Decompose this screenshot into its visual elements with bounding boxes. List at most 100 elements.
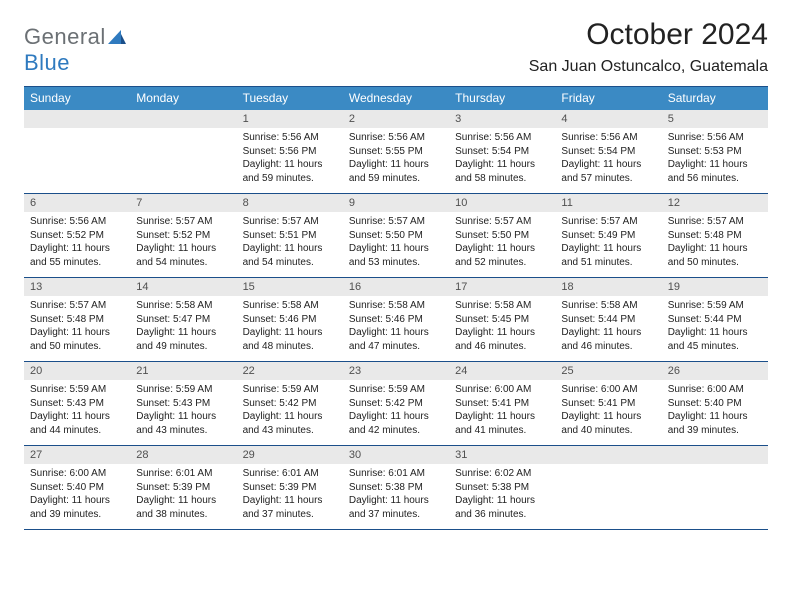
sunrise-text: Sunrise: 5:58 AM: [455, 299, 549, 313]
day-body: Sunrise: 5:56 AMSunset: 5:56 PMDaylight:…: [237, 128, 343, 193]
day-number: [130, 110, 236, 116]
day-number-cell: 19: [662, 278, 768, 296]
logo-text-stack: General Blue: [24, 24, 126, 76]
daylight-text: Daylight: 11 hours and 57 minutes.: [561, 158, 655, 185]
day-number: 14: [130, 278, 236, 296]
daylight-text: Daylight: 11 hours and 43 minutes.: [243, 410, 337, 437]
daylight-text: Daylight: 11 hours and 53 minutes.: [349, 242, 443, 269]
sunset-text: Sunset: 5:43 PM: [30, 397, 124, 411]
day-body: [555, 464, 661, 529]
day-body: Sunrise: 5:57 AMSunset: 5:51 PMDaylight:…: [237, 212, 343, 277]
day-number-cell: 31: [449, 446, 555, 464]
day-number-cell: 4: [555, 110, 661, 128]
day-number-cell: 14: [130, 278, 236, 296]
sunset-text: Sunset: 5:43 PM: [136, 397, 230, 411]
day-number: 18: [555, 278, 661, 296]
sunset-text: Sunset: 5:51 PM: [243, 229, 337, 243]
sunrise-text: Sunrise: 5:56 AM: [561, 131, 655, 145]
day-number-cell: 8: [237, 194, 343, 212]
daylight-text: Daylight: 11 hours and 58 minutes.: [455, 158, 549, 185]
day-body: Sunrise: 5:58 AMSunset: 5:44 PMDaylight:…: [555, 296, 661, 361]
day-number: 19: [662, 278, 768, 296]
calendar: Sunday Monday Tuesday Wednesday Thursday…: [24, 86, 768, 530]
sunrise-text: Sunrise: 5:57 AM: [349, 215, 443, 229]
sunset-text: Sunset: 5:42 PM: [349, 397, 443, 411]
day-body: Sunrise: 5:57 AMSunset: 5:50 PMDaylight:…: [343, 212, 449, 277]
week-row: 13141516171819Sunrise: 5:57 AMSunset: 5:…: [24, 278, 768, 362]
day-number: 5: [662, 110, 768, 128]
sunrise-text: Sunrise: 5:56 AM: [668, 131, 762, 145]
sunset-text: Sunset: 5:46 PM: [349, 313, 443, 327]
title-block: October 2024 San Juan Ostuncalco, Guatem…: [529, 18, 768, 76]
day-number: 27: [24, 446, 130, 464]
day-body: Sunrise: 5:56 AMSunset: 5:55 PMDaylight:…: [343, 128, 449, 193]
day-body: Sunrise: 5:59 AMSunset: 5:42 PMDaylight:…: [343, 380, 449, 445]
sunset-text: Sunset: 5:44 PM: [561, 313, 655, 327]
daylight-text: Daylight: 11 hours and 48 minutes.: [243, 326, 337, 353]
sunset-text: Sunset: 5:50 PM: [455, 229, 549, 243]
day-number: 25: [555, 362, 661, 380]
day-body: Sunrise: 5:57 AMSunset: 5:50 PMDaylight:…: [449, 212, 555, 277]
sunset-text: Sunset: 5:49 PM: [561, 229, 655, 243]
day-body: Sunrise: 6:02 AMSunset: 5:38 PMDaylight:…: [449, 464, 555, 529]
day-body: Sunrise: 5:58 AMSunset: 5:45 PMDaylight:…: [449, 296, 555, 361]
sunset-text: Sunset: 5:52 PM: [136, 229, 230, 243]
day-body: Sunrise: 5:56 AMSunset: 5:53 PMDaylight:…: [662, 128, 768, 193]
logo-text-blue: Blue: [24, 50, 70, 75]
daylight-text: Daylight: 11 hours and 49 minutes.: [136, 326, 230, 353]
daylight-text: Daylight: 11 hours and 56 minutes.: [668, 158, 762, 185]
sunset-text: Sunset: 5:41 PM: [561, 397, 655, 411]
day-number: 26: [662, 362, 768, 380]
day-number: 24: [449, 362, 555, 380]
day-number-cell: 12: [662, 194, 768, 212]
day-number-cell: 24: [449, 362, 555, 380]
day-body: Sunrise: 5:59 AMSunset: 5:44 PMDaylight:…: [662, 296, 768, 361]
day-number: 13: [24, 278, 130, 296]
daylight-text: Daylight: 11 hours and 59 minutes.: [349, 158, 443, 185]
week-row: 2728293031Sunrise: 6:00 AMSunset: 5:40 P…: [24, 446, 768, 530]
sunset-text: Sunset: 5:41 PM: [455, 397, 549, 411]
month-title: October 2024: [529, 18, 768, 52]
day-number-cell: 20: [24, 362, 130, 380]
day-number: 23: [343, 362, 449, 380]
day-number-cell: 30: [343, 446, 449, 464]
daylight-text: Daylight: 11 hours and 50 minutes.: [668, 242, 762, 269]
sunrise-text: Sunrise: 5:57 AM: [243, 215, 337, 229]
day-number-cell: 10: [449, 194, 555, 212]
location-text: San Juan Ostuncalco, Guatemala: [529, 58, 768, 76]
day-number-cell: [555, 446, 661, 464]
weekday-header: Saturday: [662, 87, 768, 110]
sunset-text: Sunset: 5:42 PM: [243, 397, 337, 411]
day-number: 12: [662, 194, 768, 212]
day-number-cell: 29: [237, 446, 343, 464]
sunset-text: Sunset: 5:47 PM: [136, 313, 230, 327]
sunset-text: Sunset: 5:53 PM: [668, 145, 762, 159]
sunrise-text: Sunrise: 5:57 AM: [455, 215, 549, 229]
daylight-text: Daylight: 11 hours and 50 minutes.: [30, 326, 124, 353]
day-number-cell: [24, 110, 130, 128]
day-body: Sunrise: 6:00 AMSunset: 5:40 PMDaylight:…: [662, 380, 768, 445]
daylight-text: Daylight: 11 hours and 52 minutes.: [455, 242, 549, 269]
day-number-cell: 25: [555, 362, 661, 380]
sunset-text: Sunset: 5:44 PM: [668, 313, 762, 327]
day-number: [662, 446, 768, 452]
sunrise-text: Sunrise: 6:00 AM: [561, 383, 655, 397]
daylight-text: Daylight: 11 hours and 45 minutes.: [668, 326, 762, 353]
sunrise-text: Sunrise: 6:02 AM: [455, 467, 549, 481]
sunrise-text: Sunrise: 6:00 AM: [455, 383, 549, 397]
day-number: 15: [237, 278, 343, 296]
daylight-text: Daylight: 11 hours and 46 minutes.: [561, 326, 655, 353]
daylight-text: Daylight: 11 hours and 36 minutes.: [455, 494, 549, 521]
weekday-header: Monday: [130, 87, 236, 110]
weekday-header-row: Sunday Monday Tuesday Wednesday Thursday…: [24, 87, 768, 110]
day-body: Sunrise: 5:59 AMSunset: 5:43 PMDaylight:…: [24, 380, 130, 445]
logo: General Blue: [24, 24, 126, 76]
logo-text-general: General: [24, 24, 106, 49]
header: General Blue October 2024 San Juan Ostun…: [24, 18, 768, 76]
day-number: 11: [555, 194, 661, 212]
day-number-cell: 15: [237, 278, 343, 296]
weekday-header: Wednesday: [343, 87, 449, 110]
day-number-cell: 23: [343, 362, 449, 380]
day-number-cell: 11: [555, 194, 661, 212]
day-number: 8: [237, 194, 343, 212]
